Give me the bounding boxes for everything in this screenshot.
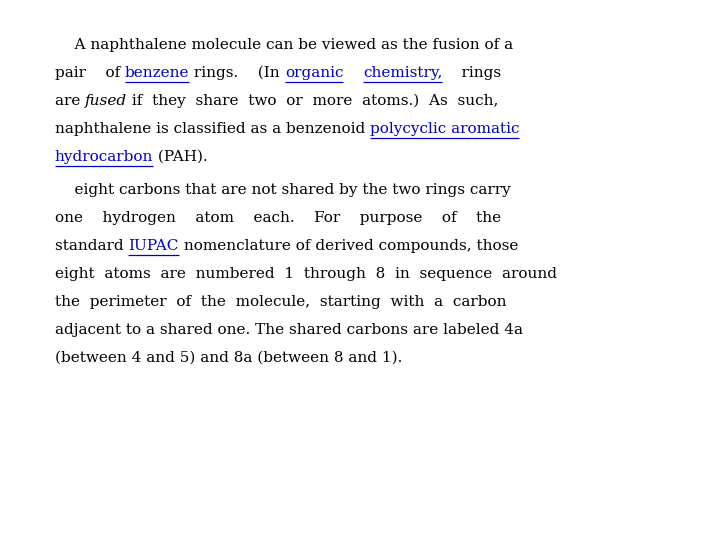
- Text: standard: standard: [55, 239, 128, 253]
- Text: rings: rings: [442, 66, 501, 80]
- Text: A naphthalene molecule can be viewed as the fusion of a: A naphthalene molecule can be viewed as …: [55, 38, 513, 52]
- Text: (PAH).: (PAH).: [153, 150, 208, 164]
- Text: organic: organic: [285, 66, 343, 80]
- Text: one    hydrogen    atom    each.    For    purpose    of    the: one hydrogen atom each. For purpose of t…: [55, 211, 501, 225]
- Text: nomenclature of derived compounds, those: nomenclature of derived compounds, those: [179, 239, 518, 253]
- Text: chemistry,: chemistry,: [363, 66, 442, 80]
- Text: eight carbons that are not shared by the two rings carry: eight carbons that are not shared by the…: [55, 183, 510, 197]
- Text: rings.    (In: rings. (In: [189, 66, 285, 80]
- Text: pair    of: pair of: [55, 66, 125, 80]
- Text: (between 4 and 5) and 8a (between 8 and 1).: (between 4 and 5) and 8a (between 8 and …: [55, 351, 402, 365]
- Text: benzene: benzene: [125, 66, 189, 80]
- Text: adjacent to a shared one. The shared carbons are labeled 4a: adjacent to a shared one. The shared car…: [55, 323, 523, 337]
- Text: the  perimeter  of  the  molecule,  starting  with  a  carbon: the perimeter of the molecule, starting …: [55, 295, 506, 309]
- Text: if  they  share  two  or  more  atoms.)  As  such,: if they share two or more atoms.) As suc…: [127, 94, 498, 109]
- Text: polycyclic aromatic: polycyclic aromatic: [370, 122, 519, 136]
- Text: are: are: [55, 94, 85, 108]
- Text: eight  atoms  are  numbered  1  through  8  in  sequence  around: eight atoms are numbered 1 through 8 in …: [55, 267, 557, 281]
- Text: naphthalene is classified as a benzenoid: naphthalene is classified as a benzenoid: [55, 122, 370, 136]
- Text: fused: fused: [85, 94, 127, 108]
- Text: hydrocarbon: hydrocarbon: [55, 150, 153, 164]
- Text: IUPAC: IUPAC: [128, 239, 179, 253]
